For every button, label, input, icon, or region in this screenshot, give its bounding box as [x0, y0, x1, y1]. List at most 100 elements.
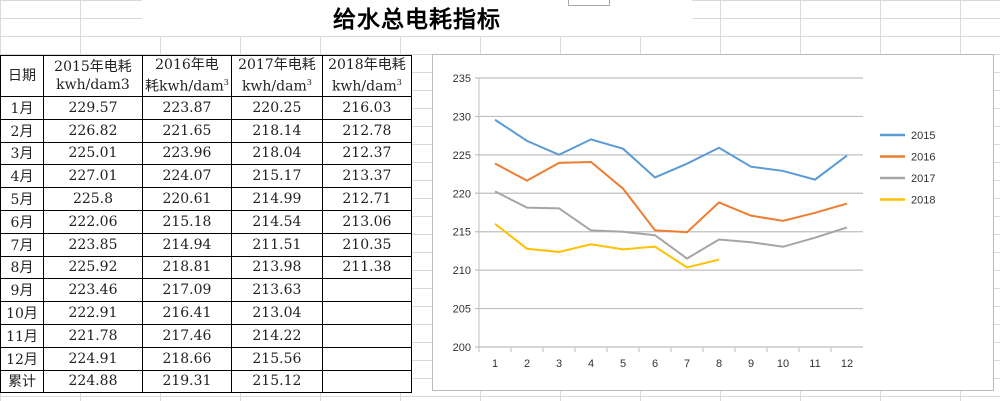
table-cell[interactable]: 220.61	[142, 187, 232, 211]
table-row: 1月 229.57 223.87 220.25 216.03	[0, 96, 412, 120]
table-cell[interactable]: 216.03	[321, 96, 412, 120]
table-cell[interactable]: 12月	[0, 346, 44, 371]
table-cell[interactable]: 223.85	[43, 232, 143, 257]
table-cell[interactable]: 1月	[0, 96, 44, 120]
table-cell[interactable]: 219.31	[142, 369, 232, 394]
table-cell[interactable]: 218.81	[142, 255, 232, 280]
table-row: 2月 226.82 221.65 218.14 212.78	[0, 118, 412, 143]
table-row: 10月 222.91 216.41 213.04	[0, 301, 412, 325]
table-row: 8月 225.92 218.81 213.98 211.38	[0, 255, 412, 280]
table-cell[interactable]: 9月	[0, 278, 44, 303]
table-cell[interactable]	[321, 346, 412, 371]
table-cell[interactable]: 225.01	[43, 141, 143, 166]
sheet-title: 给水总电耗指标	[142, 0, 692, 36]
table-cell[interactable]: 229.57	[43, 96, 143, 120]
table-cell[interactable]: 221.78	[43, 323, 143, 348]
floating-button[interactable]	[568, 0, 610, 6]
table-cell[interactable]: 214.99	[230, 187, 323, 211]
table-cell[interactable]: 10月	[0, 301, 44, 325]
table-row: 12月 224.91 218.66 215.56	[0, 346, 412, 371]
table-cell[interactable]	[321, 369, 412, 394]
table-row: 3月 225.01 223.96 218.04 212.37	[0, 141, 412, 166]
header-row: 日期 2015年电耗 kwh/dam3 2016年电 耗kwh/dam3 2017年电耗 k…	[0, 55, 412, 97]
table-cell[interactable]: 217.46	[142, 323, 232, 348]
y-tick-label: 215	[453, 227, 471, 239]
table-cell[interactable]: 224.07	[142, 164, 232, 189]
table-cell[interactable]: 212.37	[321, 141, 412, 166]
table-cell[interactable]: 224.91	[43, 346, 143, 371]
table-cell[interactable]: 212.71	[321, 187, 412, 211]
table-cell[interactable]: 223.46	[43, 278, 143, 303]
x-tick-label: 8	[716, 358, 722, 370]
table-cell[interactable]: 215.56	[230, 346, 323, 371]
table-cell[interactable]: 225.92	[43, 255, 143, 280]
legend-label: 2015	[911, 130, 935, 142]
table-cell[interactable]: 210.35	[321, 232, 412, 257]
x-tick-label: 2	[524, 358, 530, 370]
table-cell[interactable]: 215.17	[230, 164, 323, 189]
table-cell[interactable]: 211.38	[321, 255, 412, 280]
table-cell[interactable]: 214.94	[142, 232, 232, 257]
table-cell[interactable]: 224.88	[43, 369, 143, 394]
line-chart[interactable]: 200 205 210 215 220 225 230 235 1 2 3 4 5 6 7 8 9 10 11 12 2…	[432, 54, 994, 391]
x-tick-label: 7	[684, 358, 690, 370]
header-cell: 日期	[0, 55, 44, 97]
table-cell[interactable]: 214.54	[230, 209, 323, 234]
table-cell[interactable]: 累计	[0, 369, 44, 394]
table-cell[interactable]: 4月	[0, 164, 44, 189]
table-cell[interactable]: 213.98	[230, 255, 323, 280]
y-tick-label: 230	[453, 111, 471, 123]
header-cell: 2016年电 耗kwh/dam3	[142, 55, 232, 97]
table-cell[interactable]: 227.01	[43, 164, 143, 189]
table-cell[interactable]: 215.18	[142, 209, 232, 234]
table-cell[interactable]: 225.8	[43, 187, 143, 211]
table-cell[interactable]: 213.06	[321, 209, 412, 234]
table-cell[interactable]: 222.06	[43, 209, 143, 234]
table-cell[interactable]: 222.91	[43, 301, 143, 325]
table-cell[interactable]: 8月	[0, 255, 44, 280]
x-tick-label: 6	[652, 358, 658, 370]
series-line-2016	[494, 160, 848, 234]
table-cell[interactable]: 218.04	[230, 141, 323, 166]
table-cell[interactable]: 212.78	[321, 118, 412, 143]
x-tick-label: 11	[809, 358, 820, 370]
table-cell[interactable]: 7月	[0, 232, 44, 257]
table-cell[interactable]: 213.37	[321, 164, 412, 189]
y-tick-label: 210	[453, 265, 471, 277]
legend-label: 2018	[911, 195, 935, 207]
table-cell[interactable]: 215.12	[230, 369, 323, 394]
table-cell[interactable]: 214.22	[230, 323, 323, 348]
y-tick-label: 205	[453, 304, 471, 316]
table-cell[interactable]: 218.14	[230, 118, 323, 143]
table-cell[interactable]: 221.65	[142, 118, 232, 143]
series-line-2017	[494, 190, 848, 260]
table-cell[interactable]: 218.66	[142, 346, 232, 371]
table-cell[interactable]: 213.63	[230, 278, 323, 303]
table-row: 4月 227.01 224.07 215.17 213.37	[0, 164, 412, 189]
table-cell[interactable]: 220.25	[230, 96, 323, 120]
table-cell[interactable]: 216.41	[142, 301, 232, 325]
table-cell[interactable]: 223.87	[142, 96, 232, 120]
table-cell[interactable]	[321, 301, 412, 325]
header-cell: 2017年电耗 kwh/dam3	[230, 55, 323, 97]
table-cell[interactable]: 5月	[0, 187, 44, 211]
table-cell[interactable]: 11月	[0, 323, 44, 348]
table-cell[interactable]: 223.96	[142, 141, 232, 166]
table-cell[interactable]: 226.82	[43, 118, 143, 143]
table-cell[interactable]: 217.09	[142, 278, 232, 303]
y-tick-label: 225	[453, 150, 471, 162]
table-cell[interactable]: 211.51	[230, 232, 323, 257]
table-row: 累计 224.88 219.31 215.12	[0, 369, 412, 394]
x-tick-label: 5	[620, 358, 626, 370]
table-cell[interactable]	[321, 278, 412, 303]
x-tick-label: 4	[588, 358, 594, 370]
table-row: 11月 221.78 217.46 214.22	[0, 323, 412, 348]
table-cell[interactable]: 6月	[0, 209, 44, 234]
table-cell[interactable]: 3月	[0, 141, 44, 166]
table-cell[interactable]: 2月	[0, 118, 44, 143]
table-cell[interactable]: 213.04	[230, 301, 323, 325]
table-cell[interactable]	[321, 323, 412, 348]
x-tick-label: 10	[777, 358, 789, 370]
table-row: 9月 223.46 217.09 213.63	[0, 278, 412, 303]
x-tick-label: 9	[748, 358, 754, 370]
